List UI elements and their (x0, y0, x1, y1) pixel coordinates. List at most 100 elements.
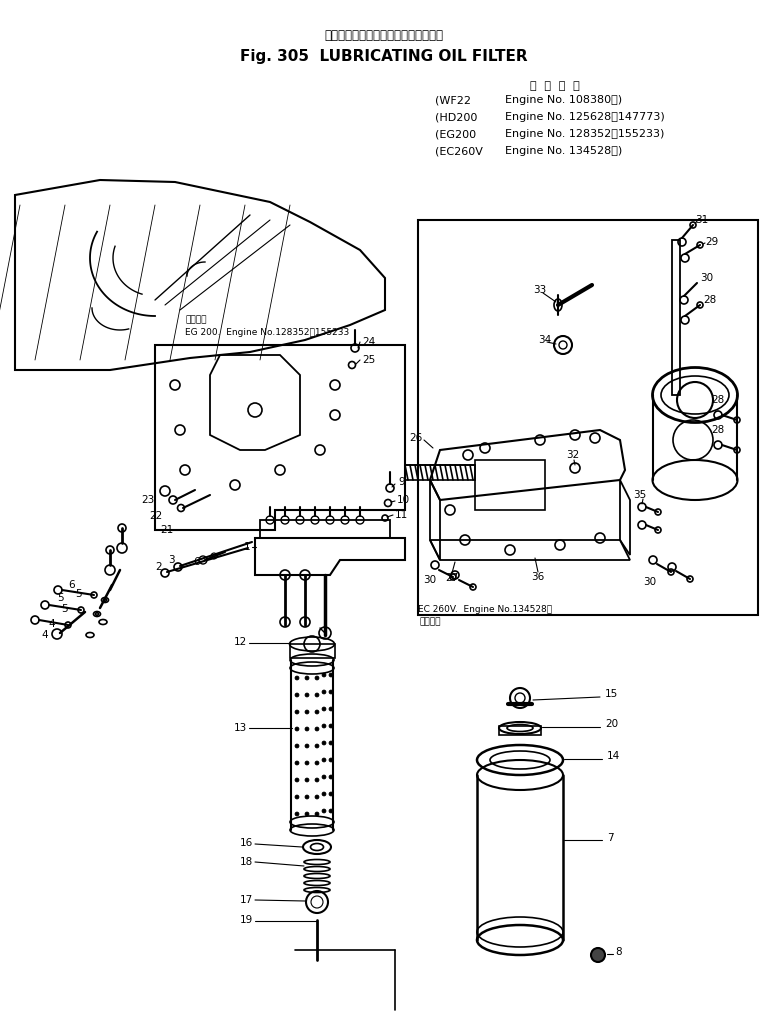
Text: 30: 30 (700, 273, 713, 283)
Circle shape (322, 706, 326, 711)
Text: 30: 30 (423, 575, 436, 585)
Text: 18: 18 (240, 857, 253, 867)
Circle shape (305, 795, 309, 799)
Bar (475, 460, 545, 510)
Circle shape (315, 693, 319, 697)
Circle shape (329, 673, 333, 677)
Text: 14: 14 (607, 751, 621, 761)
Circle shape (315, 778, 319, 782)
Text: 28: 28 (703, 295, 717, 305)
Text: ルーブリケーティングオイルフィルタ: ルーブリケーティングオイルフィルタ (325, 29, 443, 42)
Text: (EC260V: (EC260V (435, 146, 486, 156)
Text: 32: 32 (566, 450, 580, 460)
Text: 4: 4 (41, 630, 48, 640)
Circle shape (315, 795, 319, 799)
Circle shape (295, 710, 299, 714)
Circle shape (315, 812, 319, 816)
Circle shape (329, 792, 333, 796)
Circle shape (295, 795, 299, 799)
Circle shape (315, 710, 319, 714)
Circle shape (295, 812, 299, 816)
Text: 10: 10 (397, 495, 410, 505)
Text: (HD200: (HD200 (435, 112, 485, 122)
Circle shape (315, 676, 319, 680)
Text: 34: 34 (538, 335, 551, 345)
Circle shape (329, 706, 333, 711)
Text: 4: 4 (48, 619, 55, 629)
Text: 30: 30 (644, 577, 657, 587)
Circle shape (322, 758, 326, 762)
Circle shape (591, 948, 605, 962)
Text: 21: 21 (160, 525, 174, 535)
Text: 6: 6 (68, 580, 75, 590)
Circle shape (305, 812, 309, 816)
Text: 28: 28 (711, 425, 725, 435)
Circle shape (322, 673, 326, 677)
Circle shape (295, 744, 299, 748)
Circle shape (322, 690, 326, 694)
Circle shape (322, 724, 326, 728)
Text: 13: 13 (233, 723, 247, 733)
Text: 23: 23 (142, 495, 155, 505)
Text: 12: 12 (233, 637, 247, 647)
Text: 28: 28 (711, 395, 725, 405)
Circle shape (305, 778, 309, 782)
Text: 適用号機: 適用号機 (185, 316, 207, 325)
Text: Fig. 305  LUBRICATING OIL FILTER: Fig. 305 LUBRICATING OIL FILTER (240, 49, 528, 63)
Circle shape (295, 693, 299, 697)
Text: 適用号機: 適用号機 (420, 618, 442, 626)
Text: 20: 20 (605, 719, 618, 729)
Text: Engine No. 134528～): Engine No. 134528～) (505, 146, 622, 156)
Circle shape (305, 761, 309, 765)
Text: 11: 11 (395, 510, 409, 520)
Text: EC 260V.  Engine No.134528～: EC 260V. Engine No.134528～ (418, 606, 552, 615)
Circle shape (329, 758, 333, 762)
Circle shape (322, 792, 326, 796)
Circle shape (322, 741, 326, 745)
Circle shape (315, 761, 319, 765)
Text: 3: 3 (168, 555, 175, 565)
Circle shape (315, 727, 319, 731)
Text: EG 200.  Engine No.128352～155233: EG 200. Engine No.128352～155233 (185, 328, 349, 337)
Text: 19: 19 (240, 915, 253, 925)
Circle shape (295, 778, 299, 782)
Text: 5: 5 (57, 593, 63, 603)
Text: 8: 8 (615, 947, 621, 957)
Text: Engine No. 125628～147773): Engine No. 125628～147773) (505, 112, 665, 122)
Text: 27: 27 (445, 573, 458, 583)
Text: 25: 25 (362, 355, 376, 365)
Text: Engine No. 108380～): Engine No. 108380～) (505, 95, 622, 105)
Bar (405, 465, 475, 480)
Circle shape (322, 775, 326, 779)
Circle shape (295, 761, 299, 765)
Circle shape (329, 724, 333, 728)
Text: 9: 9 (398, 477, 405, 487)
Bar (290, 644, 335, 658)
Text: 1: 1 (243, 542, 250, 552)
Text: 36: 36 (531, 572, 545, 582)
Circle shape (295, 676, 299, 680)
Bar (499, 726, 541, 735)
Text: 29: 29 (705, 237, 718, 247)
Text: 5: 5 (74, 589, 81, 599)
Circle shape (329, 741, 333, 745)
Text: 2: 2 (155, 562, 162, 572)
Circle shape (305, 710, 309, 714)
Circle shape (295, 727, 299, 731)
Text: Engine No. 128352～155233): Engine No. 128352～155233) (505, 129, 664, 139)
Text: 7: 7 (607, 833, 614, 843)
Text: 26: 26 (410, 433, 423, 443)
Text: 35: 35 (634, 490, 647, 500)
Text: 15: 15 (605, 689, 618, 699)
Circle shape (305, 676, 309, 680)
Text: 16: 16 (240, 838, 253, 848)
Text: 33: 33 (533, 285, 547, 295)
Circle shape (305, 693, 309, 697)
Text: 6: 6 (194, 557, 200, 567)
Text: (WF22: (WF22 (435, 95, 482, 105)
Circle shape (329, 775, 333, 779)
Circle shape (305, 744, 309, 748)
Circle shape (315, 744, 319, 748)
Text: 5: 5 (61, 604, 68, 614)
Text: 24: 24 (362, 337, 376, 347)
